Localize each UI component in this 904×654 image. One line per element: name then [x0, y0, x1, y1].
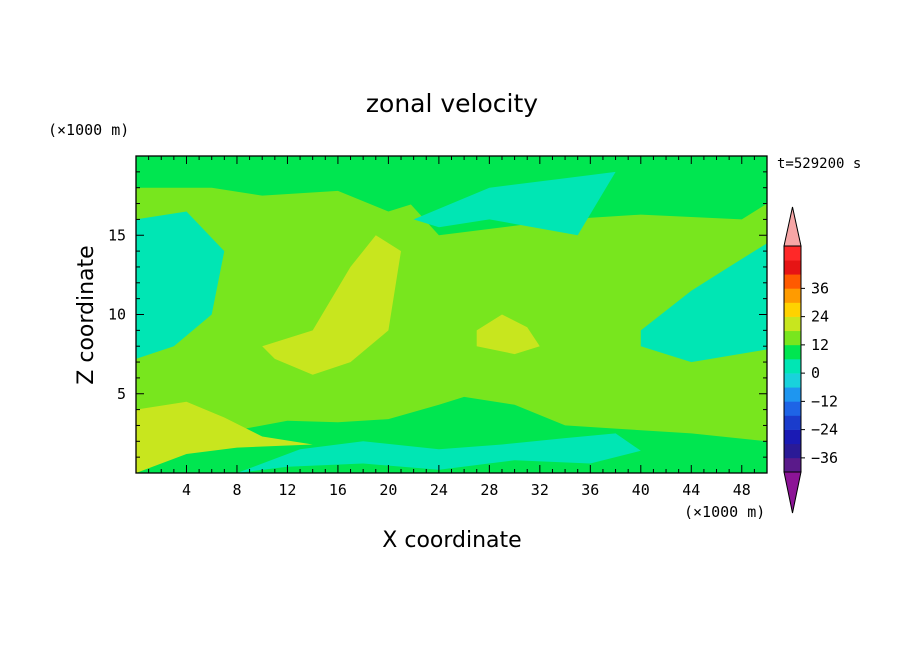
contour-region-6 [237, 433, 641, 473]
y-unit-label: (×1000 m) [48, 121, 129, 139]
colorbar-swatch [784, 330, 801, 346]
contour-region-1 [136, 401, 313, 473]
x-tick-label: 32 [531, 481, 549, 499]
y-axis-ticks: 5 10 15 [108, 171, 767, 458]
colorbar-swatch [784, 288, 801, 303]
colorbar-tick-label: −24 [811, 421, 838, 439]
colorbar-tick-label: −36 [811, 449, 838, 467]
colorbar-swatch [784, 373, 801, 388]
colorbar-swatch [784, 302, 801, 317]
contour-field [136, 156, 767, 473]
x-tick-label: 40 [632, 481, 650, 499]
colorbar-tick-label: 12 [811, 336, 829, 354]
x-tick-label: 44 [682, 481, 700, 499]
contour-region-7 [413, 171, 616, 236]
x-tick-label: 16 [329, 481, 347, 499]
colorbar-swatch [784, 443, 801, 459]
y-tick-label: 5 [117, 385, 126, 403]
x-tick-label: 24 [430, 481, 448, 499]
x-axis-ticks: 4 8 12 16 20 24 28 32 36 40 44 48 [148, 156, 755, 499]
contour-region-2 [262, 235, 401, 375]
contour-region-0 [136, 171, 767, 442]
contour-region-8 [136, 156, 414, 212]
y-tick-label: 10 [108, 306, 126, 324]
colorbar-tick-label: 36 [811, 279, 829, 297]
colorbar-under-triangle [783, 471, 802, 514]
colorbar-swatch [784, 344, 801, 360]
x-tick-label: 12 [278, 481, 296, 499]
contour-region-5 [640, 243, 767, 363]
colorbar-swatch [784, 246, 801, 261]
colorbar-swatch [784, 415, 801, 430]
colorbar-frame [783, 245, 802, 473]
colorbar-tick-label: 24 [811, 308, 829, 326]
time-label: t=529200 s [777, 156, 861, 172]
x-unit-label: (×1000 m) [684, 503, 765, 521]
y-axis-label: Z coordinate [74, 245, 99, 384]
colorbar-swatch [784, 457, 801, 473]
x-tick-label: 8 [232, 481, 241, 499]
colorbar: 36 24 12 0 −12 −24 −36 [783, 206, 838, 514]
chart-title: zonal velocity [366, 89, 538, 118]
colorbar-swatch [784, 429, 801, 445]
colorbar-swatch [784, 359, 801, 374]
x-tick-label: 4 [182, 481, 191, 499]
x-tick-label: 48 [733, 481, 751, 499]
colorbar-tick-label: −12 [811, 392, 838, 410]
x-tick-label: 20 [379, 481, 397, 499]
colorbar-over-triangle [783, 206, 802, 247]
y-tick-label: 15 [108, 226, 126, 244]
colorbar-swatch [784, 274, 801, 289]
colorbar-swatch [784, 387, 801, 402]
x-tick-label: 28 [480, 481, 498, 499]
x-tick-label: 36 [581, 481, 599, 499]
contour-region-4 [136, 211, 225, 359]
contour-region-3 [476, 314, 540, 355]
colorbar-swatch [784, 316, 801, 332]
x-axis-label: X coordinate [382, 528, 521, 553]
colorbar-tick-label: 0 [811, 364, 820, 382]
colorbar-swatch [784, 401, 801, 416]
colorbar-swatch [784, 260, 801, 275]
